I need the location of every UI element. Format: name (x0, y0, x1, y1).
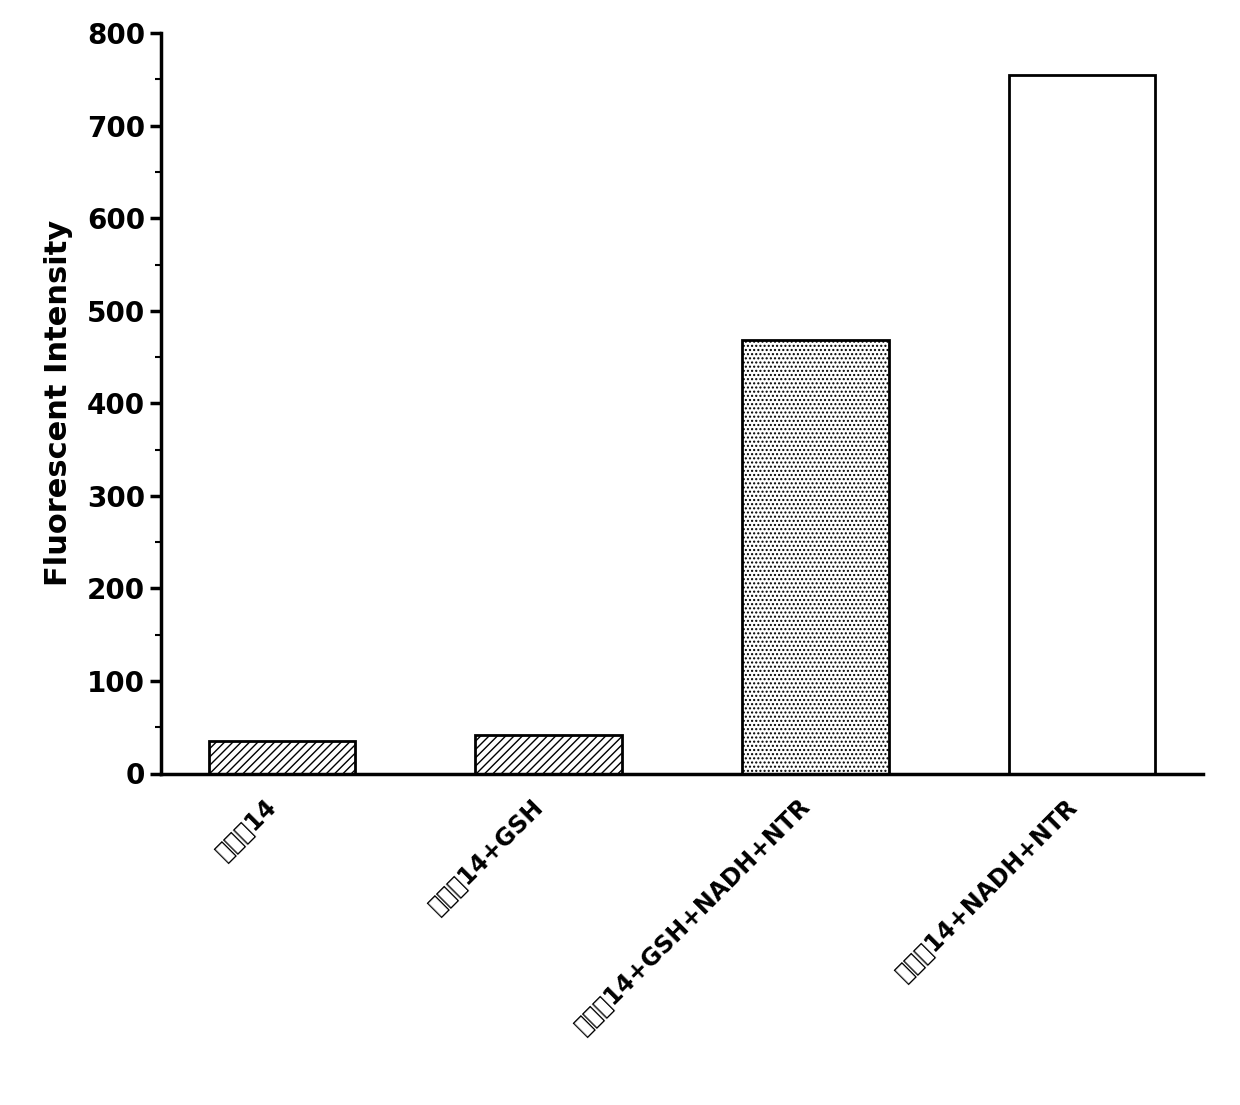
Y-axis label: Fluorescent Intensity: Fluorescent Intensity (45, 220, 73, 587)
Text: 化合物14: 化合物14 (212, 794, 281, 864)
Bar (208, 741, 355, 774)
Bar (1009, 75, 1156, 773)
Bar (475, 735, 622, 774)
Text: 化合物14+GSH+NADH+NTR: 化合物14+GSH+NADH+NTR (570, 794, 816, 1039)
Text: 化合物14+NADH+NTR: 化合物14+NADH+NTR (892, 794, 1083, 986)
Text: 化合物14+GSH: 化合物14+GSH (425, 794, 548, 918)
Bar (742, 340, 889, 774)
